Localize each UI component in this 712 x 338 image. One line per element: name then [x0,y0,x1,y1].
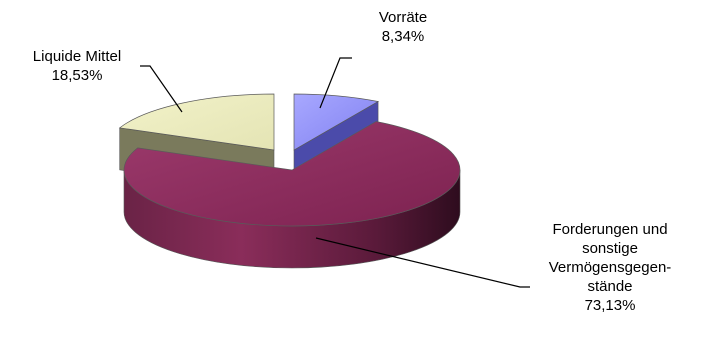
slice-label-liquide-mittel-name: Liquide Mittel [32,48,122,65]
slice-label-vorraete-value: 8,34% [381,28,425,45]
slice-label-vorraete-name: Vorräte [378,9,428,26]
leader-line-forderungen [315,237,530,288]
slice-label-forderungen: Forderungen und sonstige Vermögensgegen-… [520,220,700,315]
slice-label-liquide-mittel-value: 18,53% [51,67,103,84]
slice-label-vorraete: Vorräte 8,34% [348,8,458,46]
slice-label-liquide-mittel: Liquide Mittel 18,53% [2,47,152,85]
slice-label-forderungen-value: 73,13% [584,297,636,314]
slice-label-forderungen-name-3: Vermögensgegen- [548,259,672,276]
slice-forderungen [123,121,461,227]
pie-slices [118,93,461,227]
leader-line-liquide-mittel [140,65,183,113]
slice-liquide-mittel [118,93,275,151]
slice-label-forderungen-name-4: stände [587,278,633,295]
slice-label-forderungen-name-1: Forderungen und [552,221,668,238]
leader-line-vorraete [319,57,352,109]
slice-vorraete [293,93,380,151]
slice-label-forderungen-name-2: sonstige [582,240,638,257]
leader-lines [140,57,530,288]
